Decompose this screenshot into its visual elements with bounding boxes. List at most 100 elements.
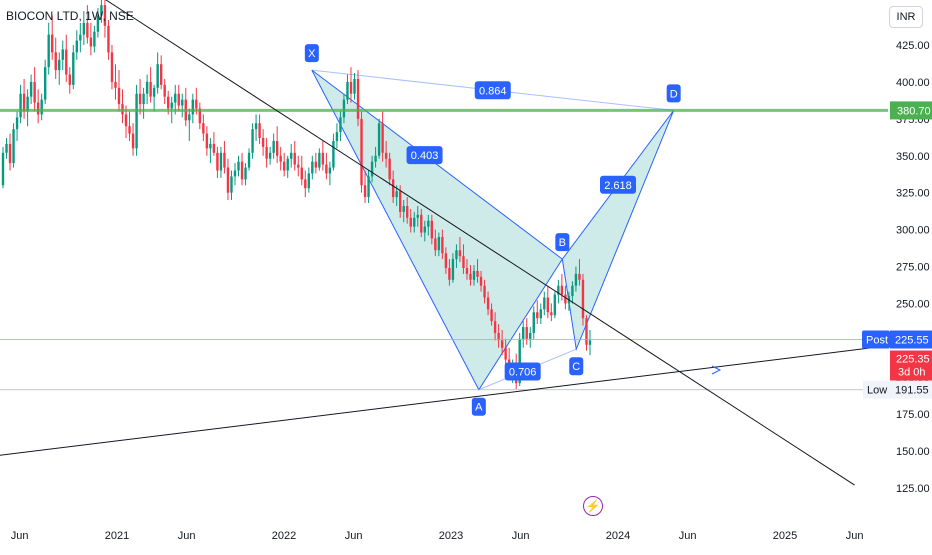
post-price-tag bbox=[890, 330, 932, 349]
candle-body bbox=[230, 176, 233, 193]
candle-body bbox=[293, 152, 296, 165]
candle-body bbox=[550, 312, 553, 316]
candle-body bbox=[290, 152, 293, 159]
candle-body bbox=[177, 93, 180, 106]
x-tick-label: Jun bbox=[345, 530, 363, 542]
candle-body bbox=[335, 132, 339, 141]
candle-body bbox=[251, 129, 254, 153]
candle-body bbox=[406, 205, 409, 218]
candle-body bbox=[156, 64, 159, 88]
candle-body bbox=[198, 108, 202, 124]
candle-body bbox=[22, 93, 26, 112]
candle-body bbox=[124, 114, 128, 127]
candle-body bbox=[275, 140, 279, 156]
y-tick-label: 175.00 bbox=[896, 409, 930, 421]
candle-body bbox=[476, 270, 479, 277]
candle-body bbox=[58, 59, 61, 71]
y-tick-label: 250.00 bbox=[896, 298, 930, 310]
candle-body bbox=[82, 22, 86, 35]
x-tick-label: 2021 bbox=[105, 530, 129, 542]
candle-body bbox=[237, 161, 240, 171]
candle-body bbox=[247, 152, 251, 168]
candle-body bbox=[370, 161, 374, 177]
candle-body bbox=[374, 155, 377, 162]
ratio-label: 0.706 bbox=[509, 366, 537, 378]
y-tick-label: 125.00 bbox=[896, 483, 930, 495]
candle-body bbox=[43, 67, 47, 100]
candle-body bbox=[19, 93, 22, 118]
candle-body bbox=[328, 167, 332, 174]
currency-button[interactable]: INR bbox=[889, 6, 923, 28]
candle-body bbox=[486, 297, 490, 310]
candle-body bbox=[8, 143, 12, 164]
candle-body bbox=[518, 338, 521, 384]
last-price-label: 225.35 bbox=[896, 354, 930, 366]
candle-body bbox=[145, 81, 149, 94]
ratio-label: 0.864 bbox=[479, 85, 507, 97]
candle-body bbox=[522, 327, 525, 339]
candle-body bbox=[532, 312, 535, 333]
candle-body bbox=[1, 152, 5, 186]
candle-body bbox=[110, 52, 114, 82]
candle-body bbox=[585, 318, 588, 345]
candle-body bbox=[47, 34, 50, 68]
last-price-tag bbox=[890, 350, 932, 381]
candle-body bbox=[79, 34, 82, 41]
candle-body bbox=[170, 102, 173, 109]
candle-body bbox=[377, 123, 381, 156]
candle-body bbox=[493, 321, 497, 333]
x-tick-label: Jun bbox=[11, 530, 29, 542]
y-tick-label: 275.00 bbox=[896, 262, 930, 274]
candle-body bbox=[564, 294, 567, 304]
candle-body bbox=[332, 140, 335, 168]
x-tick-label: Jun bbox=[846, 530, 864, 542]
candle-body bbox=[462, 256, 465, 268]
candle-body bbox=[114, 81, 117, 88]
candle-body bbox=[318, 152, 321, 168]
candle-body bbox=[86, 22, 89, 38]
candle-body bbox=[398, 191, 402, 212]
candle-body bbox=[314, 161, 318, 168]
candle-body bbox=[543, 297, 546, 310]
ratio-badge bbox=[406, 146, 443, 165]
post-tag-label: Post bbox=[866, 335, 888, 347]
symbol-title: BIOCON LTD, 1W, NSE bbox=[6, 9, 134, 23]
candle-body bbox=[588, 340, 592, 345]
candle-body bbox=[363, 185, 367, 198]
target-price-label: 380.70 bbox=[897, 105, 931, 117]
candle-body bbox=[279, 155, 282, 162]
x-tick-label: 2025 bbox=[773, 530, 797, 542]
candle-body bbox=[444, 253, 448, 268]
candle-body bbox=[26, 96, 29, 112]
candle-body bbox=[33, 81, 36, 103]
post-price-label: 225.55 bbox=[895, 335, 929, 347]
pattern-point-label: C bbox=[572, 361, 580, 373]
candle-body bbox=[174, 93, 177, 103]
candle-body bbox=[212, 143, 216, 153]
candle-body bbox=[420, 214, 423, 233]
candle-body bbox=[557, 285, 560, 295]
candle-body bbox=[360, 118, 363, 186]
candle-body bbox=[261, 138, 265, 147]
lightning-icon[interactable]: ⚡ bbox=[583, 496, 603, 516]
candle-body bbox=[539, 309, 542, 319]
candle-body bbox=[384, 152, 388, 159]
candle-body bbox=[430, 220, 434, 239]
y-tick-label: 150.00 bbox=[896, 446, 930, 458]
candle-body bbox=[152, 87, 156, 97]
candle-body bbox=[451, 259, 455, 280]
candle-body bbox=[29, 81, 33, 97]
candle-body bbox=[455, 250, 458, 260]
candle-body bbox=[427, 220, 430, 227]
candle-body bbox=[272, 140, 275, 153]
candle-body bbox=[167, 96, 170, 109]
candle-body bbox=[448, 267, 451, 280]
candle-body bbox=[244, 167, 247, 180]
low-price-tag bbox=[890, 380, 932, 399]
y-tick-label: 425.00 bbox=[896, 40, 930, 52]
candle-body bbox=[282, 161, 286, 171]
candle-body bbox=[202, 123, 205, 134]
candle-body bbox=[490, 309, 493, 322]
